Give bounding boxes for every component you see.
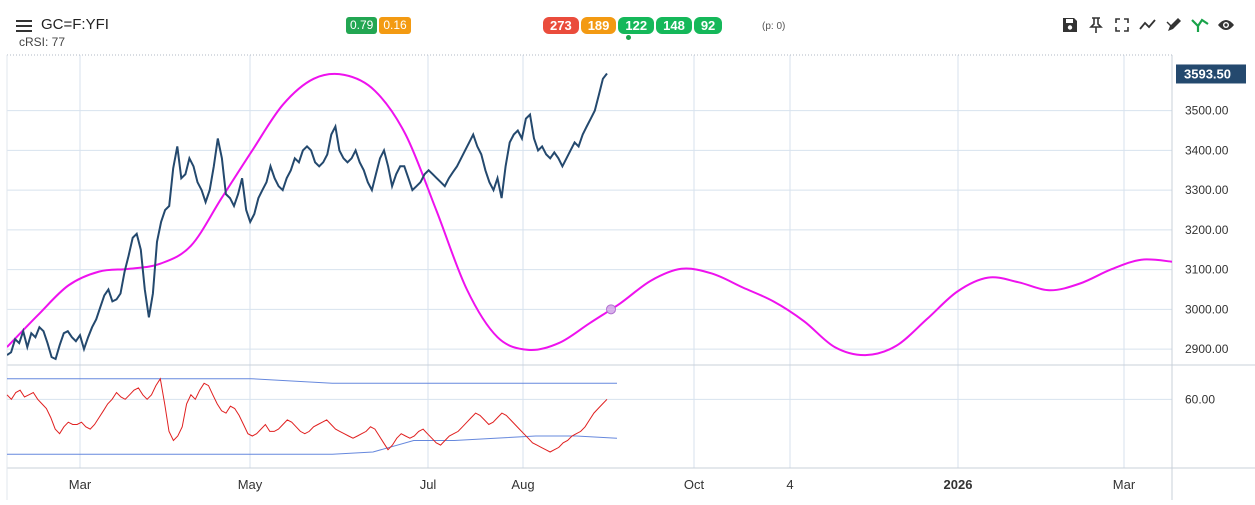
save-icon[interactable] bbox=[1061, 15, 1079, 35]
toolbar bbox=[1061, 15, 1235, 35]
y-tick-label: 3000.00 bbox=[1185, 302, 1229, 316]
chart-header: GC=F:YFI cRSI: 77 0.79 0.16 273 189 122 … bbox=[0, 0, 1255, 52]
x-tick-label: 2026 bbox=[944, 477, 973, 492]
x-tick-label: Mar bbox=[1113, 477, 1136, 492]
trend-icon[interactable] bbox=[1139, 15, 1157, 35]
y-tick-label: 3400.00 bbox=[1185, 143, 1229, 157]
ratio-badge: 0.79 bbox=[346, 17, 378, 34]
pin-icon[interactable] bbox=[1087, 15, 1105, 35]
y-tick-label: 3300.00 bbox=[1185, 183, 1229, 197]
x-tick-label: May bbox=[238, 477, 263, 492]
x-tick-label: Aug bbox=[511, 477, 534, 492]
price-chart[interactable]: 3500.00 3400.00 3300.00 3200.00 3100.00 3000.… bbox=[0, 52, 1255, 500]
fullscreen-icon[interactable] bbox=[1113, 15, 1131, 35]
last-price-box bbox=[1176, 64, 1246, 84]
cycle-marker bbox=[606, 304, 616, 315]
eye-icon[interactable] bbox=[1217, 15, 1235, 35]
y-tick-label: 3100.00 bbox=[1185, 263, 1229, 277]
p-value: (p: 0) bbox=[762, 21, 786, 32]
rsi-upper-band bbox=[7, 378, 617, 384]
y-tick-label: 2900.00 bbox=[1185, 342, 1229, 356]
cycle-badge[interactable]: 92 bbox=[693, 17, 723, 34]
cycle-badge[interactable]: 189 bbox=[580, 17, 617, 34]
signal-icon[interactable] bbox=[1191, 15, 1209, 35]
indicator-subtitle: cRSI: 77 bbox=[19, 35, 66, 49]
x-tick-label: Jul bbox=[420, 477, 437, 492]
cycle-badge[interactable]: 273 bbox=[543, 17, 579, 34]
y-tick-label: 3200.00 bbox=[1185, 223, 1229, 237]
menu-icon[interactable] bbox=[16, 20, 32, 33]
symbol-title[interactable]: GC=F:YFI bbox=[41, 16, 109, 33]
ratio-badge: 0.16 bbox=[379, 17, 411, 34]
x-tick-label: Mar bbox=[69, 477, 92, 492]
cycle-line bbox=[7, 72, 1172, 357]
cycle-badge[interactable]: 148 bbox=[656, 17, 692, 34]
rsi-lower-band bbox=[7, 435, 618, 455]
last-price-label: 3593.50 bbox=[1184, 66, 1231, 81]
x-tick-label: Oct bbox=[684, 477, 705, 492]
rsi-y-tick-label: 60.00 bbox=[1185, 392, 1215, 406]
rsi-line bbox=[6, 377, 608, 453]
chart-area[interactable]: 3500.00 3400.00 3300.00 3200.00 3100.00 3000.… bbox=[0, 52, 1255, 505]
cycle-badge[interactable]: 122 bbox=[618, 17, 655, 34]
y-tick-label: 3500.00 bbox=[1185, 104, 1229, 118]
active-dot bbox=[626, 35, 631, 40]
ratio-badges: 0.79 0.16 bbox=[346, 17, 411, 34]
x-tick-label: 4 bbox=[786, 477, 793, 492]
cycle-badges: 273 189 122 148 92 bbox=[543, 17, 723, 34]
price-line bbox=[7, 72, 608, 361]
draw-icon[interactable] bbox=[1165, 15, 1183, 35]
